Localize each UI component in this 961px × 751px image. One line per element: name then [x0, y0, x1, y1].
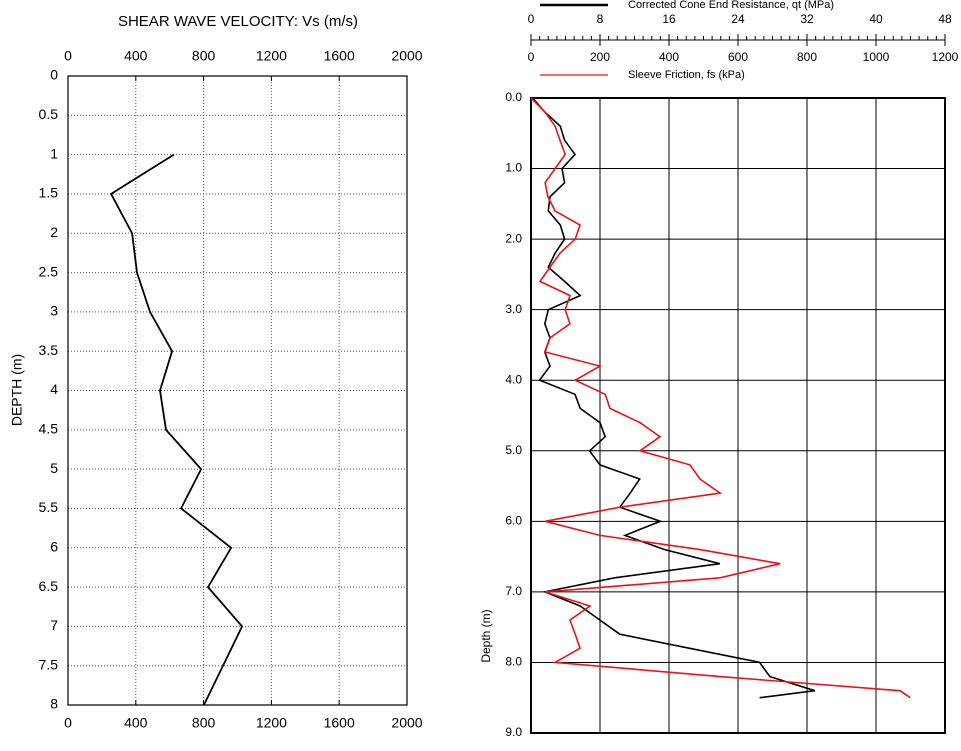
series-line [530, 97, 911, 699]
x-tick-label: 0 [528, 12, 535, 26]
y-tick-label: 5.0 [505, 443, 522, 457]
x-tick-label: 800 [192, 48, 216, 64]
y-tick-label: 7 [50, 617, 58, 633]
y-tick-label: 0.5 [39, 106, 59, 122]
x-tick-label: 8 [597, 12, 604, 26]
plot-frame [67, 75, 408, 706]
y-axis-label: DEPTH (m) [9, 354, 25, 426]
y-tick-label: 7.5 [39, 656, 59, 672]
series-line [532, 97, 816, 699]
y-tick-label: 4.5 [39, 421, 59, 437]
x-tick-label: 40 [869, 12, 883, 26]
x-tick-label: 48 [938, 12, 952, 26]
x-tick-label: 0 [64, 715, 72, 731]
x-tick-label: 400 [124, 715, 148, 731]
y-tick-label: 2.5 [39, 263, 59, 279]
x2-tick-label: 600 [728, 50, 748, 64]
x-tick-label: 2000 [391, 48, 422, 64]
y-tick-label: 0.0 [505, 90, 522, 104]
y-tick-label: 1.5 [39, 185, 59, 201]
y-tick-label: 3.0 [505, 302, 522, 316]
y-tick-label: 4.0 [505, 372, 522, 386]
y-tick-label: 5 [50, 460, 58, 476]
x2-tick-label: 1000 [863, 50, 890, 64]
y-tick-label: 9.0 [505, 725, 522, 739]
legend-label: Corrected Cone End Resistance, qt (MPa) [628, 0, 834, 11]
y-tick-label: 1.0 [505, 161, 522, 175]
y-tick-label: 4 [50, 381, 58, 397]
x-tick-label: 2000 [391, 715, 422, 731]
y-tick-label: 1 [50, 145, 58, 161]
x2-tick-label: 400 [659, 50, 679, 64]
x-tick-label: 1200 [256, 715, 287, 731]
series-line [109, 153, 244, 706]
x2-tick-label: 200 [590, 50, 610, 64]
y-axis-label: Depth (m) [479, 609, 493, 662]
y-tick-label: 5.5 [39, 499, 59, 515]
y-tick-label: 0 [50, 67, 58, 83]
y-tick-label: 3.5 [39, 342, 59, 358]
x-tick-label: 16 [662, 12, 676, 26]
x-tick-label: 800 [192, 715, 216, 731]
chart-title: SHEAR WAVE VELOCITY: Vs (m/s) [118, 13, 358, 30]
y-tick-label: 6 [50, 538, 58, 554]
x2-tick-label: 800 [797, 50, 817, 64]
x-tick-label: 1200 [256, 48, 287, 64]
x-tick-label: 24 [731, 12, 745, 26]
x-tick-label: 0 [64, 48, 72, 64]
y-tick-label: 2 [50, 224, 58, 240]
x-tick-label: 1600 [324, 48, 355, 64]
y-tick-label: 6.0 [505, 514, 522, 528]
y-tick-label: 8 [50, 696, 58, 712]
x-tick-label: 32 [800, 12, 814, 26]
y-tick-label: 3 [50, 303, 58, 319]
legend-label: Sleeve Friction, fs (kPa) [628, 69, 745, 81]
y-tick-label: 7.0 [505, 584, 522, 598]
plot-frame [530, 97, 946, 734]
y-tick-label: 8.0 [505, 655, 522, 669]
x-tick-label: 1600 [324, 715, 355, 731]
x2-tick-label: 1200 [932, 50, 959, 64]
y-tick-label: 2.0 [505, 231, 522, 245]
y-tick-label: 6.5 [39, 578, 59, 594]
x-tick-label: 400 [124, 48, 148, 64]
x2-tick-label: 0 [528, 50, 535, 64]
